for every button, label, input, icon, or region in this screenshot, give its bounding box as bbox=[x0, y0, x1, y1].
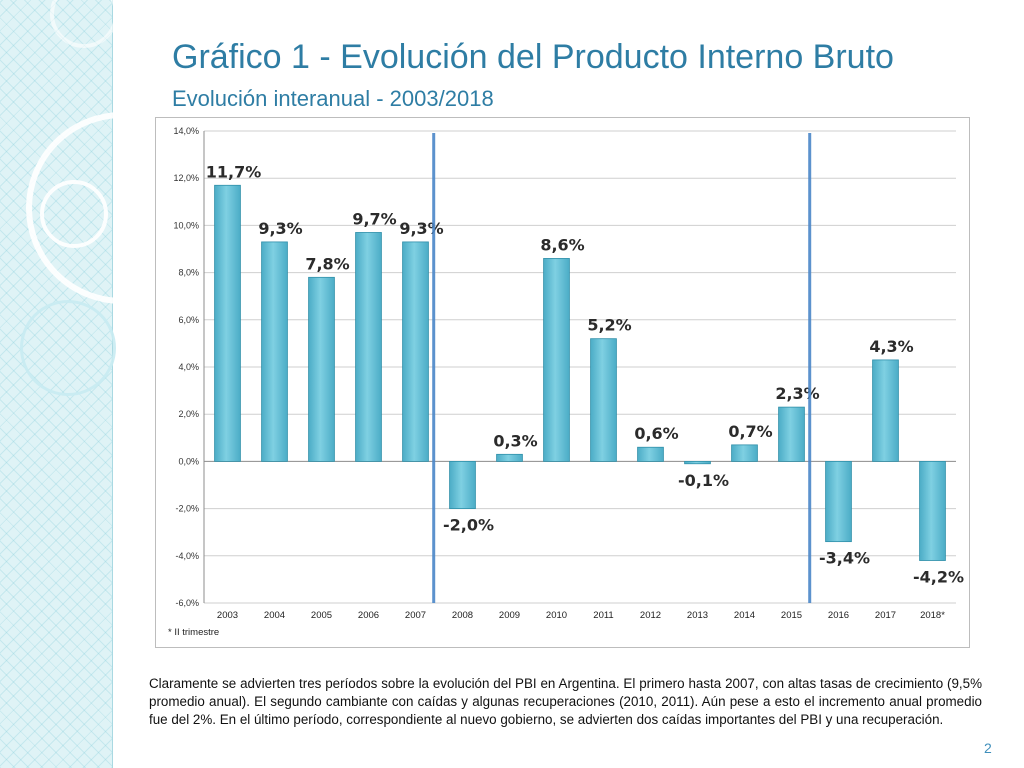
chart-frame: -6,0% -4,0% -2,0% 0,0% 2,0% 4,0% 6,0% 8,0% 10,0%… bbox=[155, 117, 970, 648]
y-tick-label: -4,0% bbox=[175, 551, 199, 561]
y-tick-label: 14,0% bbox=[173, 126, 199, 136]
bar-2012 bbox=[637, 446, 664, 462]
bar-2015 bbox=[778, 406, 805, 462]
bar-2016 bbox=[825, 460, 852, 543]
data-label: 11,7% bbox=[206, 162, 262, 181]
page-number: 2 bbox=[984, 740, 992, 756]
gdp-bar-chart: -6,0% -4,0% -2,0% 0,0% 2,0% 4,0% 6,0% 8,0% 10,0%… bbox=[168, 126, 964, 638]
x-tick-label: 2017 bbox=[875, 610, 896, 621]
bar-2004 bbox=[261, 241, 288, 462]
bar-2010 bbox=[543, 258, 570, 462]
bar-2007 bbox=[402, 241, 429, 462]
x-tick-label: 2016 bbox=[828, 610, 849, 621]
data-label: 7,8% bbox=[305, 254, 349, 273]
x-tick-label: 2005 bbox=[311, 610, 332, 621]
bar-2009 bbox=[496, 453, 523, 462]
decorative-ring bbox=[40, 180, 108, 248]
bar-2006 bbox=[355, 232, 382, 462]
slide-title: Gráfico 1 - Evolución del Producto Inter… bbox=[172, 38, 894, 76]
y-tick-label: 10,0% bbox=[173, 220, 199, 230]
bar-2003 bbox=[214, 184, 241, 462]
data-label: 8,6% bbox=[540, 235, 584, 254]
data-label: 0,7% bbox=[728, 422, 772, 441]
y-tick-label: 8,0% bbox=[178, 268, 199, 278]
y-tick-label: 6,0% bbox=[178, 315, 199, 325]
slide-subtitle: Evolución interanual - 2003/2018 bbox=[172, 86, 494, 111]
bar-2018 bbox=[919, 460, 946, 561]
x-tick-label: 2003 bbox=[217, 610, 238, 621]
x-tick-label: 2013 bbox=[687, 610, 708, 621]
x-tick-label: 2008 bbox=[452, 610, 473, 621]
data-label: 9,3% bbox=[399, 219, 443, 238]
data-label: 0,6% bbox=[634, 424, 678, 443]
y-tick-label: -6,0% bbox=[175, 598, 199, 608]
data-label: 4,3% bbox=[869, 337, 913, 356]
y-tick-label: 4,0% bbox=[178, 362, 199, 372]
decorative-ring bbox=[50, 0, 118, 48]
data-label: 5,2% bbox=[587, 316, 631, 335]
data-label: 0,3% bbox=[493, 431, 537, 450]
y-tick-label: -2,0% bbox=[175, 504, 199, 514]
bar-2014 bbox=[731, 444, 758, 462]
data-label: 9,3% bbox=[258, 219, 302, 238]
y-tick-label: 0,0% bbox=[178, 456, 199, 466]
bar-2008 bbox=[449, 460, 476, 509]
decorative-side-strip bbox=[0, 0, 218, 768]
bar-2013 bbox=[684, 460, 711, 465]
y-tick-label: 2,0% bbox=[178, 409, 199, 419]
bar-2011 bbox=[590, 338, 617, 462]
x-tick-label: 2011 bbox=[593, 610, 613, 621]
data-label: -4,2% bbox=[913, 568, 964, 587]
data-label: -0,1% bbox=[678, 471, 729, 490]
x-tick-label: 2006 bbox=[358, 610, 379, 621]
bar-2017 bbox=[872, 359, 899, 462]
x-tick-label: 2012 bbox=[640, 610, 661, 621]
chart-footnote: * II trimestre bbox=[168, 627, 219, 638]
y-tick-label: 12,0% bbox=[173, 173, 199, 183]
x-tick-label: 2007 bbox=[405, 610, 426, 621]
x-tick-label: 2018* bbox=[920, 610, 945, 621]
commentary-paragraph: Claramente se advierten tres períodos so… bbox=[149, 676, 982, 728]
x-tick-label: 2004 bbox=[264, 610, 285, 621]
data-label: 9,7% bbox=[352, 209, 396, 228]
x-tick-label: 2014 bbox=[734, 610, 755, 621]
bar-2005 bbox=[308, 276, 335, 462]
data-label: -3,4% bbox=[819, 549, 870, 568]
data-label: 2,3% bbox=[775, 384, 819, 403]
data-label: -2,0% bbox=[443, 516, 494, 535]
x-tick-label: 2015 bbox=[781, 610, 802, 621]
decorative-ring bbox=[20, 300, 116, 396]
x-tick-label: 2009 bbox=[499, 610, 520, 621]
x-tick-label: 2010 bbox=[546, 610, 567, 621]
